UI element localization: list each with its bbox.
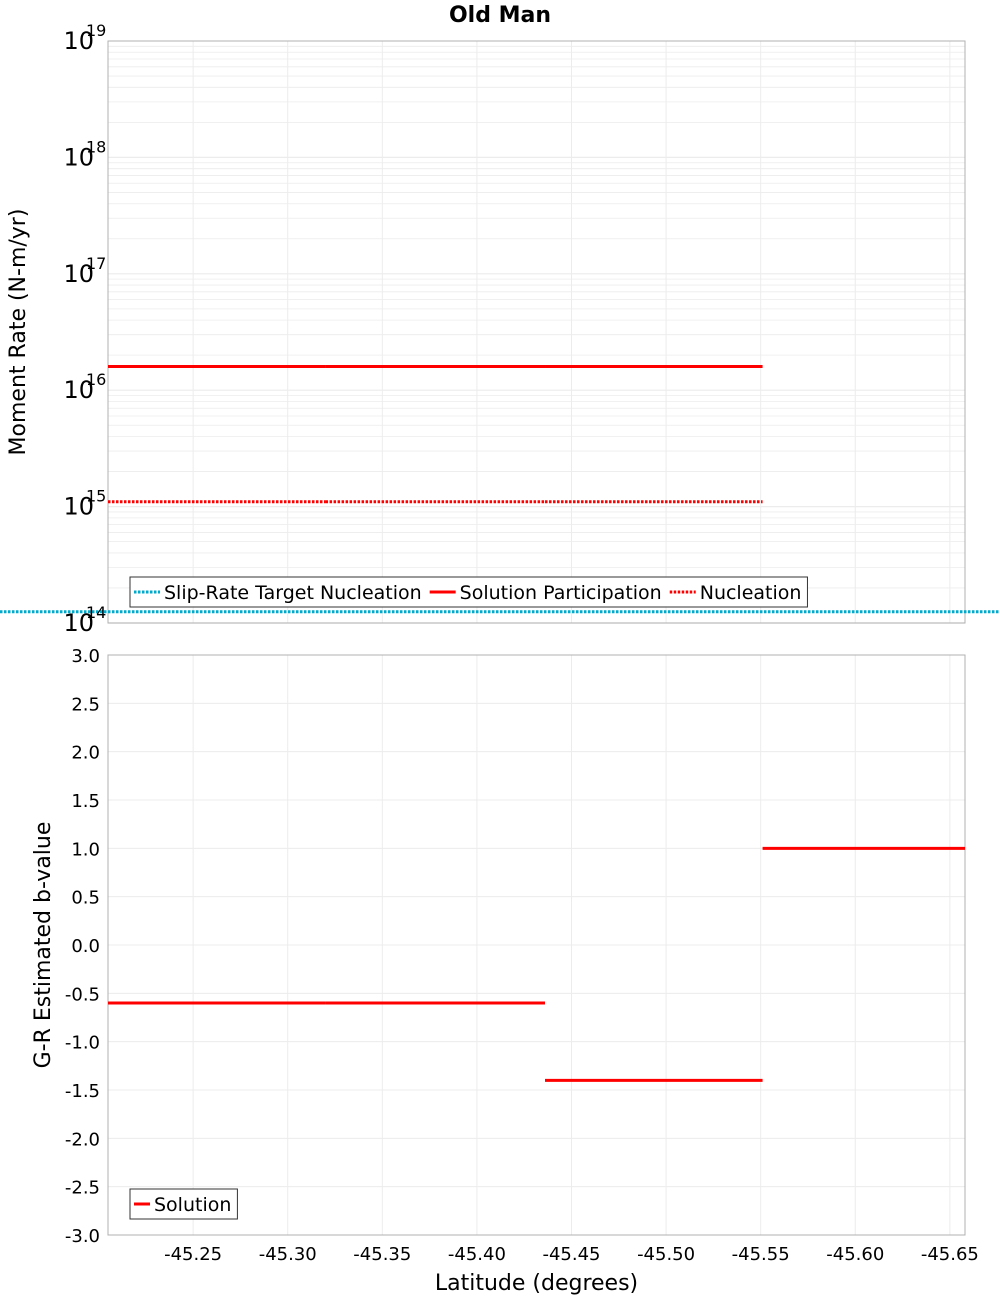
tick-exponent: 18 [86, 137, 106, 156]
b-value-y-ticks: -3.0 -2.5 -2.0 -1.5 -1.0 -0.5 0.0 0.5 1.0 1.5 2.0 2… [65, 646, 100, 1247]
tick-exponent: 16 [86, 370, 106, 389]
b-value-panel: -3.0 -2.5 -2.0 -1.5 -1.0 -0.5 0.0 0.5 1.0 1.5 2.0 2… [31, 646, 979, 1296]
b-value-y-tick-label: 0.5 [71, 888, 100, 909]
b-value-y-tick-label: 1.5 [71, 791, 100, 812]
tick-base: 10 [63, 27, 94, 55]
legend-label: Solution Participation [460, 582, 662, 604]
legend-label: Slip-Rate Target Nucleation [164, 582, 422, 604]
b-value-y-tick-label: 3.0 [71, 646, 100, 667]
tick-exponent: 15 [86, 487, 106, 506]
b-value-y-tick-label: 2.0 [71, 743, 100, 764]
x-tick-label: -45.50 [637, 1244, 695, 1265]
tick-exponent: 14 [86, 603, 106, 622]
moment-rate-series [0, 364, 1000, 614]
tick-exponent: 17 [86, 254, 106, 273]
x-tick-label: -45.30 [259, 1244, 317, 1265]
moment-rate-plot-frame [107, 40, 966, 624]
x-tick-label: -45.60 [826, 1244, 884, 1265]
x-tick-label: -45.65 [921, 1244, 979, 1265]
b-value-y-tick-label: -3.0 [65, 1226, 100, 1247]
b-value-y-axis-label: G-R Estimated b-value [31, 822, 56, 1069]
legend-label: Solution [154, 1194, 231, 1216]
tick-base: 10 [63, 609, 94, 637]
tick-base: 10 [63, 493, 94, 521]
x-axis-label: Latitude (degrees) [435, 1271, 638, 1296]
moment-rate-grid [108, 41, 965, 624]
b-value-y-tick-label: -0.5 [65, 984, 100, 1005]
moment-rate-legend: Slip-Rate Target Nucleation Solution Part… [129, 576, 808, 608]
b-value-grid [108, 654, 965, 1236]
b-value-y-tick-label: -2.5 [65, 1178, 100, 1199]
series-0 [108, 846, 965, 1082]
b-value-plot-frame [107, 654, 966, 1236]
x-tick-label: -45.40 [448, 1244, 506, 1265]
tick-exponent: 19 [86, 21, 106, 40]
x-tick-label: -45.35 [353, 1244, 411, 1265]
b-value-series [108, 846, 965, 1082]
moment-rate-y-axis-label: Moment Rate (N-m/yr) [6, 209, 31, 456]
b-value-y-tick-label: -1.5 [65, 1081, 100, 1102]
x-tick-label: -45.45 [542, 1244, 600, 1265]
tick-base: 10 [63, 260, 94, 288]
chart-title: Old Man [449, 3, 551, 28]
tick-base: 10 [63, 376, 94, 404]
b-value-y-tick-label: 0.0 [71, 936, 100, 957]
x-tick-label: -45.55 [732, 1244, 790, 1265]
latitude-x-ticks: -45.25 -45.30 -45.35 -45.40 -45.45 -45.50 -45.… [164, 1244, 979, 1265]
b-value-y-tick-label: 1.0 [71, 839, 100, 860]
b-value-legend: Solution [129, 1188, 238, 1220]
b-value-y-tick-label: -2.0 [65, 1129, 100, 1150]
b-value-y-tick-label: 2.5 [71, 694, 100, 715]
x-tick-label: -45.25 [164, 1244, 222, 1265]
legend-label: Nucleation [700, 582, 802, 604]
b-value-y-tick-label: -1.0 [65, 1033, 100, 1054]
tick-base: 10 [63, 143, 94, 171]
